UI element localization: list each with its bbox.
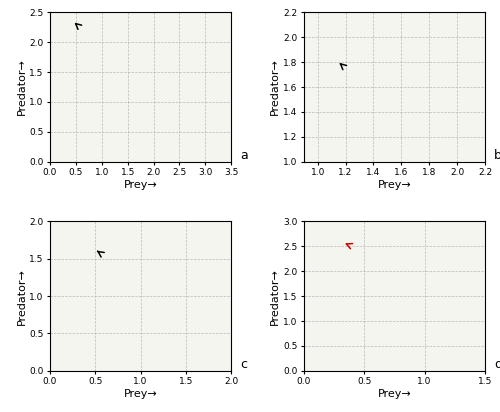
Y-axis label: Predator→: Predator→ bbox=[270, 59, 280, 115]
Text: b: b bbox=[494, 149, 500, 162]
Text: c: c bbox=[240, 358, 248, 371]
Text: a: a bbox=[240, 149, 248, 162]
Y-axis label: Predator→: Predator→ bbox=[270, 268, 280, 325]
X-axis label: Prey→: Prey→ bbox=[378, 180, 411, 190]
X-axis label: Prey→: Prey→ bbox=[124, 180, 158, 190]
X-axis label: Prey→: Prey→ bbox=[378, 389, 411, 399]
Text: d: d bbox=[494, 358, 500, 371]
Y-axis label: Predator→: Predator→ bbox=[16, 268, 26, 325]
Y-axis label: Predator→: Predator→ bbox=[16, 59, 26, 115]
X-axis label: Prey→: Prey→ bbox=[124, 389, 158, 399]
